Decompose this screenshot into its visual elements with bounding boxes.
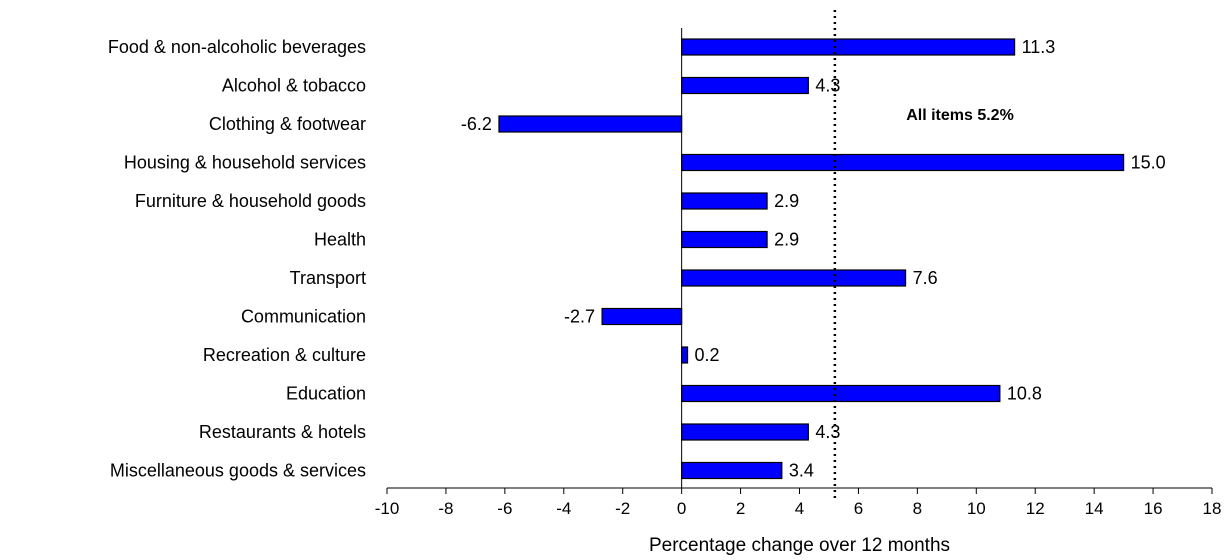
category-label: Transport <box>290 268 366 288</box>
category-label: Recreation & culture <box>203 345 366 365</box>
value-label: -6.2 <box>461 114 492 134</box>
all-items-annotation: All items 5.2% <box>906 107 1014 124</box>
value-label: 11.3 <box>1022 37 1056 57</box>
x-tick-label: 2 <box>736 499 745 518</box>
value-label: 2.9 <box>774 191 799 211</box>
x-axis-title: Percentage change over 12 months <box>649 535 950 556</box>
x-tick-label: 8 <box>913 499 922 518</box>
category-label: Alcohol & tobacco <box>222 76 366 96</box>
value-label: 7.6 <box>913 268 938 288</box>
x-tick-label: 14 <box>1085 499 1104 518</box>
value-label: 2.9 <box>774 230 799 250</box>
x-tick-label: 16 <box>1144 499 1163 518</box>
bars-layer <box>498 38 1125 480</box>
x-tick-label: -6 <box>497 499 512 518</box>
value-label: 3.4 <box>789 461 814 481</box>
category-label: Food & non-alcoholic beverages <box>108 37 366 57</box>
value-label: 15.0 <box>1131 153 1166 173</box>
category-label: Miscellaneous goods & services <box>110 461 366 481</box>
value-label: 4.3 <box>815 76 840 96</box>
category-label: Communication <box>241 307 366 327</box>
x-tick-label: 10 <box>967 499 986 518</box>
bar <box>681 384 1001 403</box>
x-tick-label: 0 <box>677 499 686 518</box>
x-tick-label: 18 <box>1203 499 1222 518</box>
x-tick-label: -2 <box>615 499 630 518</box>
bar <box>681 346 689 364</box>
bar <box>681 423 809 441</box>
value-label: 10.8 <box>1007 384 1042 404</box>
bar <box>681 153 1125 172</box>
category-label: Restaurants & hotels <box>199 422 366 442</box>
x-tick-label: -8 <box>438 499 453 518</box>
labels-layer: Food & non-alcoholic beverages 11.3 Alcoho… <box>108 37 1166 481</box>
bar <box>681 461 783 480</box>
bar <box>681 38 1016 56</box>
category-label: Health <box>314 230 366 250</box>
bar <box>681 76 809 95</box>
x-tick-label: 4 <box>795 499 804 518</box>
value-label: 0.2 <box>695 345 720 365</box>
bar <box>681 269 907 287</box>
category-label: Education <box>286 384 366 404</box>
bar <box>498 115 683 133</box>
category-label: Furniture & household goods <box>135 191 366 211</box>
x-tick-label: 12 <box>1026 499 1045 518</box>
bar <box>681 192 768 210</box>
x-tick-label: 6 <box>854 499 863 518</box>
value-label: 4.3 <box>815 422 840 442</box>
bar <box>601 307 683 326</box>
category-label: Clothing & footwear <box>209 114 366 134</box>
bar <box>681 230 768 249</box>
x-tick-label: -4 <box>556 499 571 518</box>
x-tick-label: -10 <box>375 499 400 518</box>
x-axis: -10 -8 -6 -4 -2 0 2 4 6 8 10 12 14 16 18 <box>375 28 1222 518</box>
category-label: Housing & household services <box>124 153 366 173</box>
value-label: -2.7 <box>564 307 595 327</box>
